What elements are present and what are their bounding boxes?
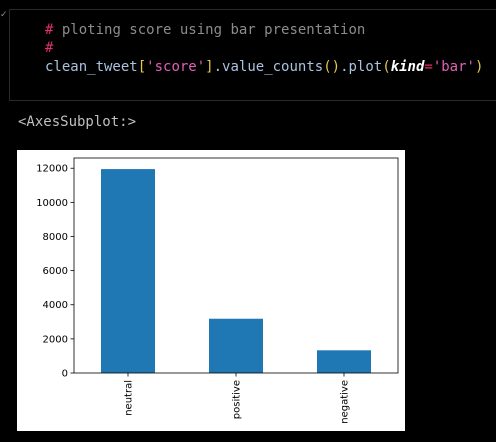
code-paren: ()	[323, 59, 341, 75]
code-dot: .	[340, 59, 349, 75]
comment-hash: #	[45, 40, 54, 56]
code-dot: .	[213, 59, 223, 75]
y-tick-label: 0	[62, 369, 68, 380]
bar-chart: 0 2000 4000 6000 8000 10000 12000 neutral positi…	[36, 157, 399, 424]
comment-text: ploting score using bar presentation	[53, 22, 366, 38]
bar-neutral	[101, 169, 155, 373]
code-equals: =	[424, 59, 433, 75]
y-tick-label: 4000	[43, 300, 68, 311]
x-tick-label: positive	[232, 380, 243, 419]
bar-negative	[317, 350, 371, 373]
y-tick-label: 8000	[43, 232, 68, 243]
code-variable: clean_tweet	[45, 59, 138, 75]
y-tick-label: 12000	[36, 164, 68, 175]
x-tick-label: neutral	[124, 380, 135, 416]
code-method: value_counts	[222, 59, 324, 75]
code-line-3: clean_tweet['score'].value_counts().plot…	[45, 58, 483, 76]
code-kwarg: kind	[390, 59, 425, 75]
code-method: plot	[348, 59, 383, 75]
y-tick-label: 10000	[36, 198, 68, 209]
code-bracket: [	[137, 59, 147, 75]
code-string: 'bar'	[432, 59, 475, 75]
code-string: 'score'	[146, 59, 206, 75]
cell-collapse-icon[interactable]: ✓	[0, 10, 8, 20]
comment-hash: #	[45, 22, 54, 38]
y-tick-label: 6000	[43, 266, 68, 277]
code-line-1: # ploting score using bar presentation	[45, 21, 365, 39]
code-paren: )	[474, 59, 484, 75]
y-tick-label: 2000	[43, 334, 68, 345]
x-tick-label: negative	[340, 380, 351, 424]
code-bracket: ]	[205, 59, 214, 75]
bar-positive	[209, 318, 263, 373]
code-cell[interactable]: # ploting score using bar presentation #…	[9, 9, 496, 101]
output-repr: <AxesSubplot:>	[18, 114, 137, 130]
code-line-2: #	[45, 39, 53, 57]
code-paren: (	[382, 59, 391, 75]
plot-output: 0 2000 4000 6000 8000 10000 12000 neutral positi…	[17, 150, 405, 431]
